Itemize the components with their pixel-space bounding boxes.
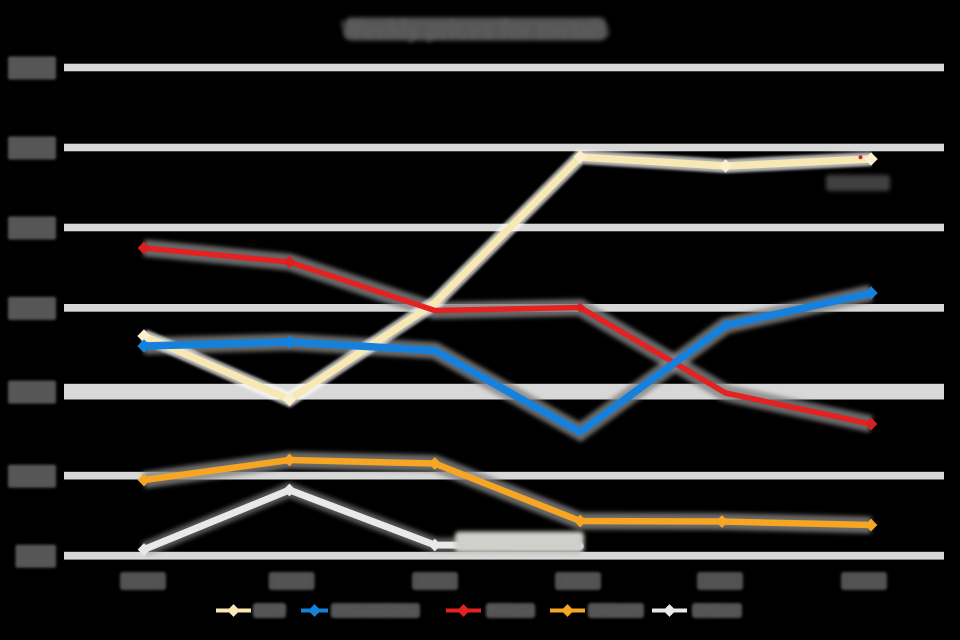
svg-text:Other: Other [693,603,743,620]
svg-text:Innovazione: Innovazione [331,603,418,620]
svg-text:Weekly prices for metals: Weekly prices for metals [341,16,610,42]
svg-text:Silicon: Silicon [486,603,535,620]
svg-text:GDP: GDP [253,603,286,620]
svg-text:2021: 2021 [703,573,736,590]
svg-text:2017: 2017 [126,573,159,590]
svg-text:2020: 2020 [561,573,594,590]
svg-text:Silicon: Silicon [588,603,641,620]
svg-text:2022: 2022 [847,573,880,590]
svg-text:2018: 2018 [275,573,308,590]
svg-text:2019: 2019 [418,573,451,590]
